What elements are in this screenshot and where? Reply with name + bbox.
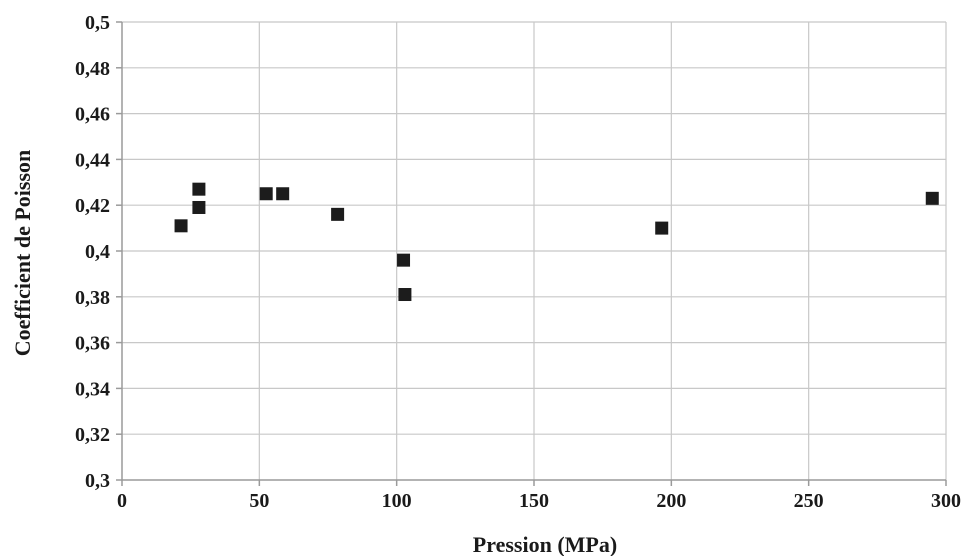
tick-labels: 0,3 0,32 0,34 0,36 0,38 0,4 0,42 0,44 0,46 0,48 0,… <box>75 12 961 512</box>
y-tick-label: 0,38 <box>75 287 110 309</box>
data-point <box>174 219 188 233</box>
y-tick-label: 0,3 <box>85 470 110 492</box>
data-point <box>276 187 290 201</box>
x-tick-label: 50 <box>249 490 269 512</box>
y-axis-title: Coefficient de Poisson <box>10 150 35 357</box>
data-point <box>655 221 669 235</box>
x-tick-label: 300 <box>931 490 961 512</box>
x-tick-label: 100 <box>382 490 412 512</box>
y-tick-label: 0,42 <box>75 195 110 217</box>
data-points <box>174 182 939 302</box>
y-tick-label: 0,34 <box>75 378 110 400</box>
x-tick-label: 150 <box>519 490 549 512</box>
data-point <box>259 187 273 201</box>
axes <box>116 21 947 486</box>
y-tick-label: 0,46 <box>75 104 110 126</box>
y-tick-label: 0,44 <box>75 149 110 171</box>
data-point <box>192 200 206 214</box>
grid-lines <box>122 21 947 480</box>
x-axis-title: Pression (MPa) <box>473 532 617 556</box>
y-tick-label: 0,36 <box>75 333 110 355</box>
data-point <box>331 207 345 221</box>
data-point <box>925 191 939 205</box>
y-tick-label: 0,4 <box>85 241 110 263</box>
data-point <box>397 253 411 267</box>
data-point <box>192 182 206 196</box>
y-tick-label: 0,32 <box>75 424 110 446</box>
data-point <box>398 288 412 302</box>
x-tick-label: 200 <box>656 490 686 512</box>
y-tick-label: 0,48 <box>75 58 110 80</box>
x-tick-label: 250 <box>794 490 824 512</box>
y-tick-label: 0,5 <box>85 12 110 34</box>
x-tick-label: 0 <box>117 490 127 512</box>
